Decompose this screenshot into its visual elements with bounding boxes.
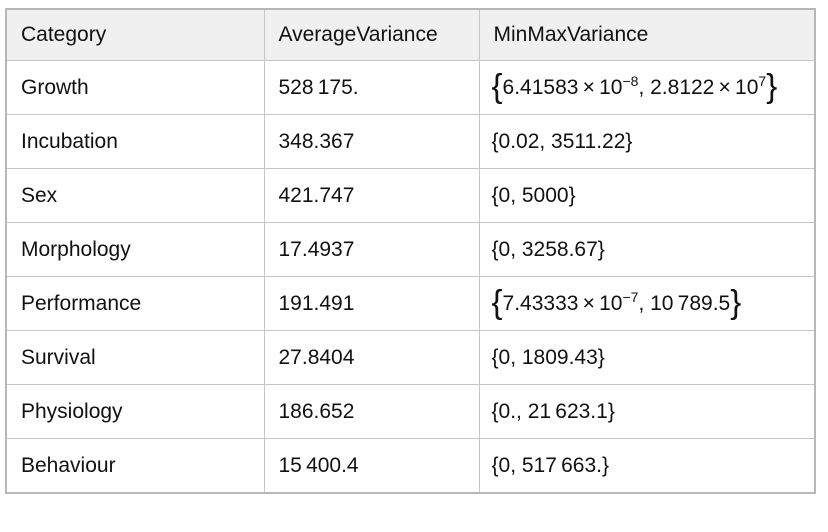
large-brace: }	[766, 66, 778, 104]
minmax-variance-cell: {0, 3258.67}	[478, 222, 816, 277]
minmax-variance-cell: {0.02, 3511.22}	[478, 114, 816, 169]
variance-table: Category AverageVariance MinMaxVariance …	[5, 8, 816, 494]
table-row: Growth 528 175. {6.41583 × 10−8, 2.8122 × …	[5, 60, 816, 115]
large-brace: }	[730, 282, 742, 320]
exponent: −8	[622, 72, 639, 89]
brace: {	[491, 183, 499, 207]
category-cell: Growth	[5, 60, 265, 115]
brace: }	[597, 345, 605, 369]
column-header-minmax-variance: MinMaxVariance	[478, 8, 816, 61]
average-variance-cell: 186.652	[263, 384, 480, 439]
table-body: Growth 528 175. {6.41583 × 10−8, 2.8122 × …	[5, 60, 816, 494]
table-row: Performance 191.491 {7.43333 × 10−7, 10 78…	[5, 276, 816, 331]
exponent: 7	[758, 72, 767, 89]
large-brace: {	[491, 66, 503, 104]
exponent: −7	[622, 288, 639, 305]
column-header-category: Category	[5, 8, 265, 61]
brace: }	[607, 399, 615, 423]
brace: }	[568, 183, 576, 207]
category-cell: Sex	[5, 168, 265, 223]
minmax-variance-cell: {0., 21 623.1}	[478, 384, 816, 439]
brace: {	[491, 345, 499, 369]
category-cell: Incubation	[5, 114, 265, 169]
table-row: Incubation 348.367 {0.02, 3511.22}	[5, 114, 816, 169]
brace: }	[625, 129, 633, 153]
table-row: Physiology 186.652 {0., 21 623.1}	[5, 384, 816, 439]
column-header-average-variance: AverageVariance	[263, 8, 480, 61]
category-cell: Physiology	[5, 384, 265, 439]
brace: {	[491, 237, 499, 261]
category-cell: Behaviour	[5, 438, 265, 494]
average-variance-cell: 421.747	[263, 168, 480, 223]
brace: }	[601, 453, 609, 477]
category-cell: Survival	[5, 330, 265, 385]
brace: {	[491, 129, 499, 153]
minmax-variance-cell: {6.41583 × 10−8, 2.8122 × 107}	[478, 60, 816, 115]
header-row: Category AverageVariance MinMaxVariance	[5, 8, 816, 61]
table-row: Survival 27.8404 {0, 1809.43}	[5, 330, 816, 385]
minmax-variance-cell: {7.43333 × 10−7, 10 789.5}	[478, 276, 816, 331]
table-row: Sex 421.747 {0, 5000}	[5, 168, 816, 223]
category-cell: Morphology	[5, 222, 265, 277]
brace: }	[597, 237, 605, 261]
table-row: Morphology 17.4937 {0, 3258.67}	[5, 222, 816, 277]
category-cell: Performance	[5, 276, 265, 331]
average-variance-cell: 17.4937	[263, 222, 480, 277]
brace: {	[491, 399, 499, 423]
brace: {	[491, 453, 499, 477]
large-brace: {	[491, 282, 503, 320]
minmax-variance-cell: {0, 517 663.}	[478, 438, 816, 494]
average-variance-cell: 15 400.4	[263, 438, 480, 494]
average-variance-cell: 348.367	[263, 114, 480, 169]
minmax-variance-cell: {0, 5000}	[478, 168, 816, 223]
average-variance-cell: 191.491	[263, 276, 480, 331]
average-variance-cell: 27.8404	[263, 330, 480, 385]
minmax-variance-cell: {0, 1809.43}	[478, 330, 816, 385]
average-variance-cell: 528 175.	[263, 60, 480, 115]
table-row: Behaviour 15 400.4 {0, 517 663.}	[5, 438, 816, 494]
